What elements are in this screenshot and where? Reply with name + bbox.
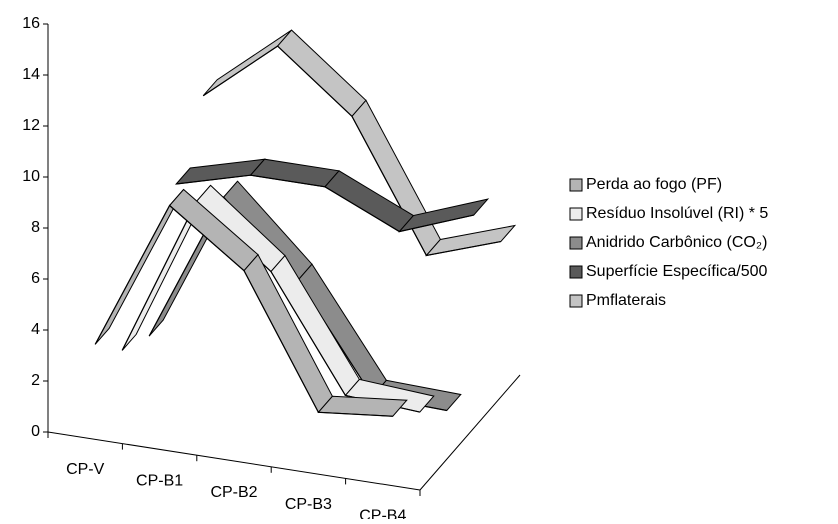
y-tick-label: 0 bbox=[31, 423, 40, 440]
legend-label: Anidrido Carbônico (CO₂) bbox=[586, 234, 767, 251]
legend-label: Superfície Específica/500 bbox=[586, 263, 768, 280]
x-tick-label: CP-B2 bbox=[210, 484, 257, 501]
y-tick-label: 16 bbox=[22, 15, 40, 32]
ribbon-face bbox=[425, 224, 517, 257]
legend-swatch bbox=[569, 265, 583, 279]
ribbon-face bbox=[276, 29, 367, 118]
y-tick-label: 10 bbox=[22, 168, 40, 185]
legend-label: Resíduo Insolúvel (RI) * 5 bbox=[586, 205, 768, 222]
y-tick-label: 14 bbox=[22, 66, 40, 83]
legend-swatch bbox=[569, 236, 583, 250]
x-tick-label: CP-V bbox=[66, 461, 105, 478]
y-tick-label: 12 bbox=[22, 117, 40, 134]
legend-swatch bbox=[569, 294, 583, 308]
legend-label: Pmflaterais bbox=[586, 292, 666, 309]
ribbon-face bbox=[174, 158, 266, 185]
x-tick-label: CP-B3 bbox=[285, 496, 332, 513]
y-tick-label: 2 bbox=[31, 372, 40, 389]
series-line bbox=[176, 174, 474, 233]
series-line bbox=[202, 45, 501, 257]
y-tick-label: 8 bbox=[31, 219, 40, 236]
legend-swatch bbox=[569, 207, 583, 221]
x-tick-label: CP-B4 bbox=[359, 507, 406, 519]
x-axis bbox=[47, 431, 421, 491]
legend-swatch bbox=[569, 178, 583, 192]
x-tick-label: CP-B1 bbox=[136, 473, 183, 490]
y-tick-label: 4 bbox=[31, 321, 40, 338]
y-tick-label: 6 bbox=[31, 270, 40, 287]
series-line bbox=[94, 204, 393, 417]
legend-label: Perda ao fogo (PF) bbox=[586, 176, 722, 193]
ribbon-face bbox=[351, 99, 442, 257]
ribbon-face bbox=[202, 29, 292, 97]
depth-axis bbox=[419, 374, 521, 491]
